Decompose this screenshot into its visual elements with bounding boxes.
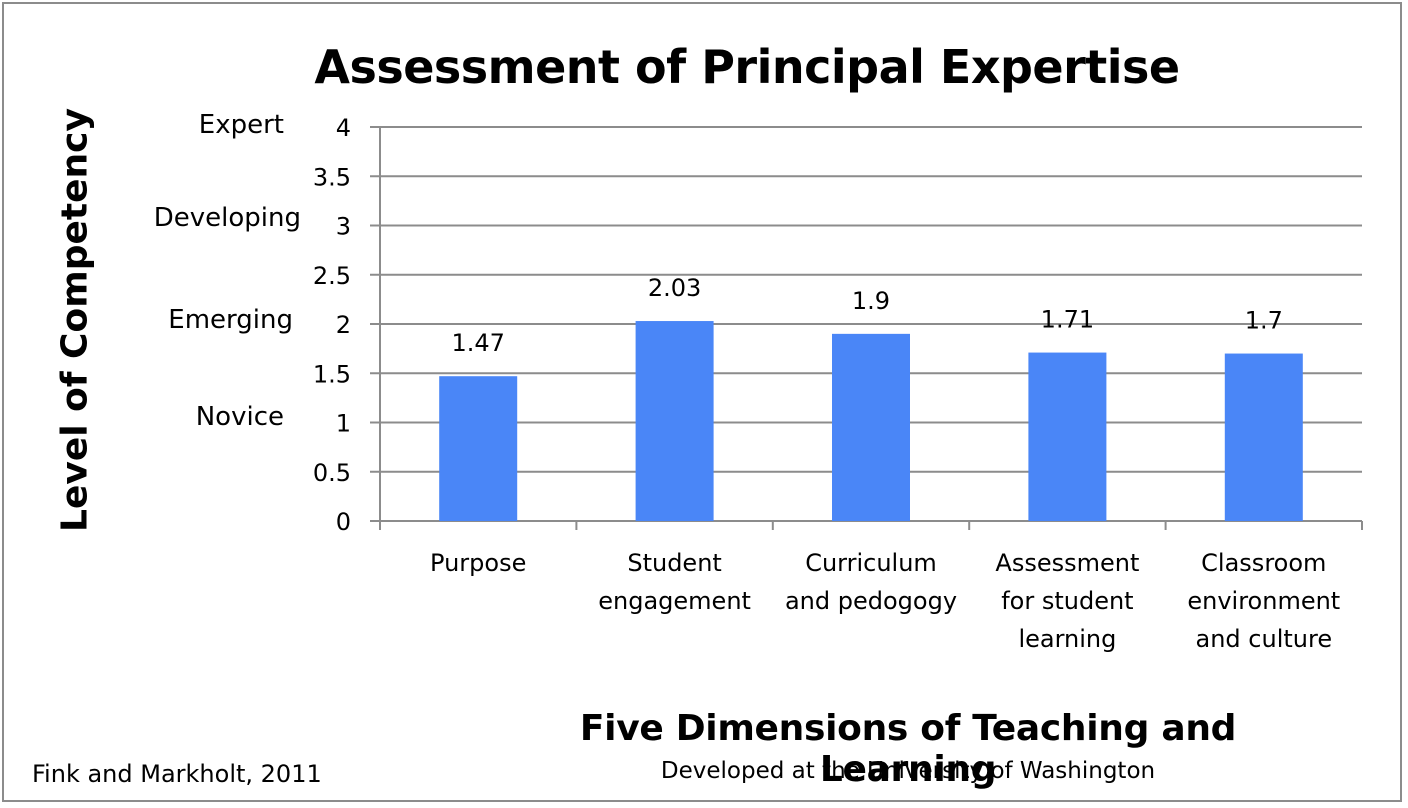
bar <box>635 321 714 521</box>
y-tick-label: 2 <box>336 311 351 339</box>
y-tick-label: 3 <box>336 213 351 241</box>
source-credit: Fink and Markholt, 2011 <box>32 760 322 788</box>
data-label: 2.03 <box>648 274 701 302</box>
y-tick-label: 1.5 <box>313 360 351 388</box>
category-label: engagement <box>598 587 751 615</box>
y-tick-label: 0 <box>336 508 351 536</box>
category-label: learning <box>1018 625 1116 653</box>
category-label: Assessment <box>995 549 1139 577</box>
level-label-expert: Expert <box>198 110 284 140</box>
y-tick-label: 2.5 <box>313 262 351 290</box>
data-label: 1.47 <box>451 329 504 357</box>
data-label: 1.71 <box>1041 306 1094 334</box>
category-label: for student <box>1001 587 1133 615</box>
bar <box>439 376 518 521</box>
category-label: and culture <box>1196 625 1333 653</box>
level-label-novice: Novice <box>195 402 284 432</box>
y-tick-label: 1 <box>336 410 351 438</box>
y-tick-label: 3.5 <box>313 163 351 191</box>
bar <box>1028 352 1107 521</box>
chart-subtitle: Developed at the University of Washingto… <box>660 758 1156 784</box>
data-label: 1.9 <box>852 287 890 315</box>
category-label: environment <box>1187 587 1340 615</box>
bar <box>1224 353 1303 521</box>
x-axis-title: Five Dimensions of Teaching and Learning <box>579 708 1237 790</box>
bar <box>832 333 910 521</box>
y-tick-label: 4 <box>336 114 351 142</box>
category-label: Purpose <box>430 549 526 577</box>
category-label: Classroom <box>1201 549 1326 577</box>
level-label-emerging: Emerging <box>168 305 293 335</box>
category-label: Student <box>627 549 721 577</box>
data-label: 1.7 <box>1245 307 1283 335</box>
category-label: Curriculum <box>805 549 937 577</box>
level-label-developing: Developing <box>153 203 301 233</box>
category-label: and pedogogy <box>785 587 957 615</box>
y-tick-label: 0.5 <box>313 459 351 487</box>
chart-title: Assessment of Principal Expertise <box>314 40 1180 94</box>
